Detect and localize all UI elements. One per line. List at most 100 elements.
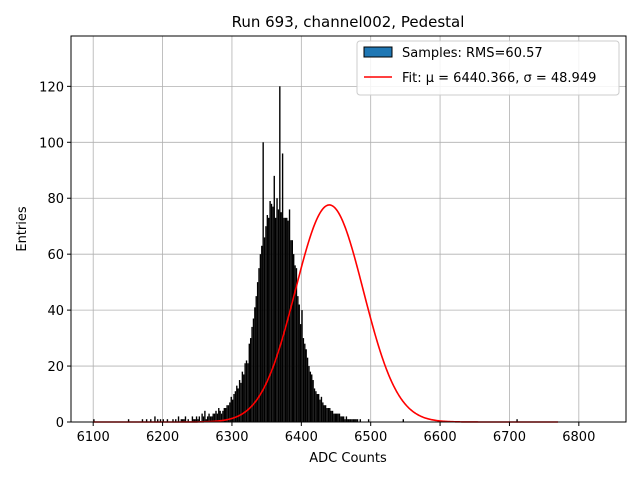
histogram-bar: [324, 405, 327, 422]
histogram-bar: [233, 394, 235, 422]
histogram-bar: [245, 360, 248, 422]
x-tick-label: 6800: [562, 430, 595, 445]
histogram-bar: [150, 419, 152, 422]
histogram-bar: [223, 408, 226, 422]
histogram-bar: [293, 254, 295, 422]
histogram-bar: [243, 374, 245, 422]
histogram-bar: [180, 419, 182, 422]
histogram-bar: [320, 396, 323, 422]
histogram-bar: [182, 419, 184, 422]
histogram-bar: [261, 245, 263, 422]
histogram-bar: [345, 416, 348, 422]
histogram-bar: [231, 399, 234, 422]
histogram-bar: [298, 304, 300, 422]
histogram-bar: [266, 215, 269, 422]
histogram-bar: [342, 416, 345, 422]
y-tick-label: 100: [39, 136, 64, 151]
x-tick-label: 6700: [493, 430, 526, 445]
y-tick-label: 60: [47, 248, 64, 263]
histogram-bar: [172, 419, 174, 422]
histogram-bar: [237, 388, 239, 422]
histogram-bar: [154, 416, 156, 422]
histogram-bar: [241, 371, 244, 422]
histogram-bar: [269, 201, 271, 422]
histogram-bars: [93, 86, 518, 422]
histogram-bar: [301, 310, 303, 422]
histogram-bar: [302, 338, 305, 422]
histogram-bar: [219, 410, 221, 422]
legend-samples-patch: [363, 46, 393, 58]
histogram-bar: [330, 410, 332, 422]
histogram-bar: [198, 416, 201, 422]
histogram-bar: [316, 394, 318, 422]
legend-samples-label: Samples: RMS=60.57: [402, 46, 543, 61]
histogram-bar: [220, 413, 223, 422]
histogram-bar: [227, 405, 230, 422]
histogram-bar: [206, 416, 209, 422]
histogram-bar: [240, 382, 242, 422]
histogram-bar: [336, 413, 338, 422]
histogram-bar: [177, 416, 180, 422]
histogram-bar: [212, 413, 214, 422]
histogram-bar: [277, 209, 280, 422]
legend-fit-label: Fit: μ = 6440.366, σ = 48.949: [402, 71, 596, 86]
histogram-bar: [311, 374, 313, 422]
histogram-bar: [244, 363, 246, 422]
histogram-bar: [329, 408, 331, 422]
histogram-bar: [194, 419, 196, 422]
histogram-bar: [274, 217, 277, 422]
x-tick-label: 6200: [146, 430, 179, 445]
histogram-bar: [295, 268, 298, 422]
histogram-bar: [191, 416, 194, 422]
histogram-bar: [251, 326, 253, 422]
histogram-bar: [184, 416, 187, 422]
histogram-bar: [279, 86, 281, 422]
histogram-bar: [319, 399, 321, 422]
histogram-bar: [283, 217, 285, 422]
histogram-bar: [367, 419, 370, 422]
histogram-bar: [354, 419, 356, 422]
histogram-bar: [334, 413, 337, 422]
x-tick-label: 6500: [354, 430, 387, 445]
chart-title: Run 693, channel002, Pedestal: [232, 13, 465, 31]
histogram-bar: [355, 419, 357, 422]
histogram-bar: [284, 217, 287, 422]
histogram-bar: [193, 419, 195, 422]
histogram-bar: [247, 363, 249, 422]
histogram-bar: [255, 296, 257, 422]
histogram-bar: [337, 413, 339, 422]
histogram-bar: [305, 349, 307, 422]
histogram-bar: [338, 413, 341, 422]
histogram-bar: [356, 419, 359, 422]
histogram-bar: [204, 410, 206, 422]
histogram-bar: [187, 419, 189, 422]
histogram-bar: [202, 416, 205, 422]
histogram-bar: [248, 343, 250, 422]
histogram-bar: [348, 419, 350, 422]
histogram-bar: [225, 408, 227, 422]
plot-frame: [70, 35, 627, 423]
histogram-bar: [323, 405, 325, 422]
histogram-bar: [333, 413, 335, 422]
histogram-bar: [258, 268, 260, 422]
histogram-bar: [127, 419, 130, 422]
histogram-bar: [175, 419, 177, 422]
grid-lines: [71, 36, 626, 423]
histogram-bar: [359, 419, 361, 422]
histogram-bar: [230, 396, 232, 422]
histogram-bar: [340, 416, 342, 422]
histogram-bar: [254, 307, 256, 422]
histogram-bar: [351, 419, 353, 422]
x-tick-label: 6400: [285, 430, 318, 445]
legend: Samples: RMS=60.57 Fit: μ = 6440.366, σ …: [356, 40, 620, 96]
histogram-bar: [281, 153, 284, 422]
x-tick-label: 6300: [215, 430, 248, 445]
x-tick-label: 6600: [424, 430, 457, 445]
y-axis-label: Entries: [15, 206, 30, 252]
histogram-bar: [402, 419, 404, 422]
histogram-bar: [294, 265, 296, 422]
histogram-bar: [215, 410, 217, 422]
histogram-bar: [157, 419, 159, 422]
y-tick-label: 120: [39, 80, 64, 95]
histogram-bar: [234, 391, 237, 422]
